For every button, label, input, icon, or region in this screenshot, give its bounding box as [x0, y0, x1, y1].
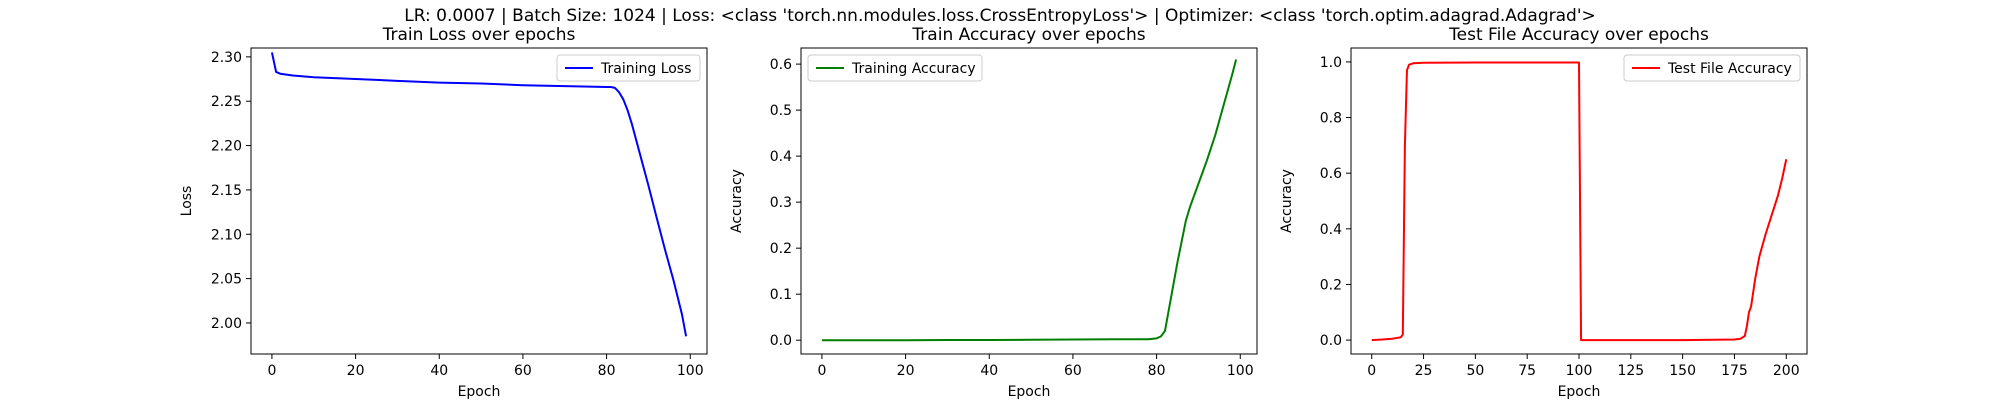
- x-tick-label: 0: [1367, 363, 1376, 379]
- plot-test-file-accuracy: Test File Accuracy over epochs 0 25 50 75 100…: [1279, 25, 1808, 400]
- plot-frame: [250, 47, 708, 355]
- x-tick-label: 0: [267, 363, 276, 379]
- y-tick-label: 0.4: [1320, 222, 1342, 238]
- legend-label: Training Accuracy: [851, 61, 976, 77]
- y-tick-label: 0.8: [1320, 111, 1342, 127]
- x-tick-label: 125: [1617, 363, 1644, 379]
- y-tick-label: 0.6: [1320, 166, 1342, 182]
- x-tick-label: 175: [1721, 363, 1748, 379]
- x-tick-label: 80: [598, 363, 616, 379]
- y-tick-label: 2.30: [211, 50, 242, 66]
- plot-frame: [800, 47, 1258, 355]
- x-axis-label: Epoch: [1008, 384, 1051, 400]
- legend-label: Training Loss: [600, 61, 691, 77]
- x-tick-label: 100: [1566, 363, 1593, 379]
- y-tick-label: 2.25: [211, 94, 242, 110]
- x-axis-label: Epoch: [1558, 384, 1601, 400]
- y-tick-label: 1.0: [1320, 55, 1342, 71]
- x-tick-label: 20: [897, 363, 915, 379]
- x-tick-label: 0: [817, 363, 826, 379]
- y-tick-label: 2.15: [211, 183, 242, 199]
- legend: Training Loss: [556, 54, 701, 82]
- y-tick-label: 0.4: [770, 149, 792, 165]
- legend-box: [1623, 54, 1801, 82]
- x-tick-label: 40: [980, 363, 998, 379]
- y-tick-label: 0.2: [770, 241, 792, 257]
- legend-box: [807, 54, 983, 82]
- legend: Test File Accuracy: [1623, 54, 1801, 82]
- series-line: [270, 52, 688, 337]
- x-tick-label: 50: [1466, 363, 1484, 379]
- y-axis-label: Loss: [179, 186, 195, 217]
- y-tick-label: 2.20: [211, 139, 242, 155]
- legend-box: [556, 54, 701, 82]
- series-line: [1371, 61, 1788, 342]
- y-tick-label: 2.05: [211, 272, 242, 288]
- x-tick-label: 60: [514, 363, 532, 379]
- y-tick-label: 2.10: [211, 227, 242, 243]
- x-tick-label: 80: [1148, 363, 1166, 379]
- chart-title: Test File Accuracy over epochs: [1448, 25, 1709, 45]
- y-axis-label: Accuracy: [729, 169, 745, 233]
- x-tick-label: 25: [1415, 363, 1433, 379]
- legend: Training Accuracy: [807, 54, 983, 82]
- y-tick-label: 0.5: [770, 103, 792, 119]
- x-tick-label: 150: [1669, 363, 1696, 379]
- y-tick-label: 2.00: [211, 316, 242, 332]
- chart-title: Train Loss over epochs: [382, 25, 576, 45]
- x-tick-label: 100: [677, 363, 704, 379]
- series-line: [821, 59, 1238, 342]
- y-tick-label: 0.6: [770, 57, 792, 73]
- y-tick-label: 0.3: [770, 195, 792, 211]
- legend-label: Test File Accuracy: [1667, 61, 1792, 77]
- y-tick-label: 0.0: [1320, 333, 1342, 349]
- chart-title: Train Accuracy over epochs: [911, 25, 1145, 45]
- plot-train-accuracy: Train Accuracy over epochs 0 20 40 60 80 100 0.…: [729, 25, 1258, 400]
- x-axis-label: Epoch: [458, 384, 501, 400]
- figure-suptitle: LR: 0.0007 | Batch Size: 1024 | Loss: <c…: [404, 6, 1596, 26]
- y-tick-label: 0.2: [1320, 277, 1342, 293]
- x-tick-label: 20: [347, 363, 365, 379]
- x-tick-label: 100: [1227, 363, 1254, 379]
- x-tick-label: 75: [1518, 363, 1536, 379]
- x-tick-label: 200: [1773, 363, 1800, 379]
- y-axis-label: Accuracy: [1279, 169, 1295, 233]
- x-tick-label: 60: [1064, 363, 1082, 379]
- y-tick-label: 0.0: [770, 333, 792, 349]
- plot-train-loss: Train Loss over epochs 0 20 40 60 80 100 2.00 2.…: [179, 25, 708, 400]
- x-tick-label: 40: [430, 363, 448, 379]
- y-tick-label: 0.1: [770, 287, 792, 303]
